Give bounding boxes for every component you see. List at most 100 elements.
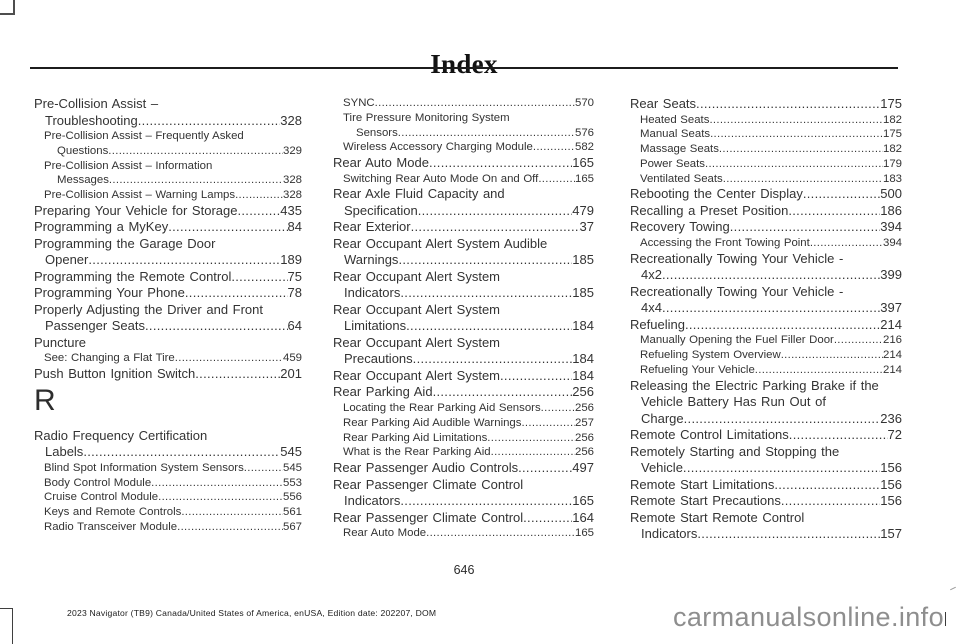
entry-page-ref: 165 [572, 155, 594, 171]
dot-leader [83, 444, 280, 461]
dot-leader [151, 476, 283, 491]
entry-page-ref: 394 [882, 236, 902, 249]
dot-leader [433, 384, 573, 401]
entry-page-ref: 328 [280, 112, 302, 128]
dot-leader [177, 520, 283, 535]
stray-tick-mark [945, 612, 946, 626]
entry-page-ref: 184 [572, 318, 594, 334]
entry-title-line: Rear Passenger Climate Control [333, 476, 524, 492]
entry-title: Programming a MyKey [34, 219, 169, 235]
page-title: Index [430, 49, 498, 80]
index-entry: Recreationally Towing Your Vehicle -4x4 3… [630, 284, 902, 317]
index-entry: Pre-Collision Assist – Warning Lamps 328 [34, 188, 302, 203]
entry-title-line: Pre-Collision Assist – Information [44, 159, 213, 172]
dot-leader [158, 490, 283, 505]
dot-leader [400, 285, 572, 302]
index-entry: What is the Rear Parking Aid 256 [333, 445, 594, 460]
dot-leader [400, 493, 572, 510]
entry-title: Refueling Your Vehicle [640, 363, 755, 376]
entry-title-line: Rear Occupant Alert System [333, 301, 501, 317]
entry-title: SYNC [343, 97, 375, 109]
dot-leader [541, 401, 575, 416]
section-letter: R [34, 385, 302, 416]
index-entry: Push Button Ignition Switch 201 [34, 366, 302, 383]
dot-leader [398, 126, 575, 141]
index-entry: Programming the Remote Control 75 [34, 269, 302, 286]
index-entry: Rear Auto Mode 165 [333, 155, 594, 172]
entry-page-ref: 257 [574, 416, 594, 429]
entry-page-ref: 394 [880, 219, 902, 235]
index-entry: Rear Passenger Audio Controls 497 [333, 460, 594, 477]
entry-title: Manual Seats [640, 128, 711, 141]
entry-page-ref: 582 [574, 141, 594, 154]
dot-leader [788, 203, 880, 220]
entry-title: 4x4 [641, 300, 662, 316]
entry-title: Pre-Collision Assist – Warning Lamps [44, 189, 236, 202]
entry-title: Massage Seats [640, 143, 719, 156]
dot-leader [109, 173, 283, 188]
entry-title: Keys and Remote Controls [44, 506, 182, 519]
index-entry: Keys and Remote Controls 561 [34, 505, 302, 520]
dot-leader [411, 219, 580, 236]
entry-page-ref: 545 [280, 444, 302, 460]
entry-title: Push Button Ignition Switch [34, 366, 196, 382]
dot-leader [413, 351, 573, 368]
index-entry: Rear Parking Aid Limitations 256 [333, 431, 594, 446]
dot-leader [138, 113, 281, 130]
dot-leader [789, 427, 888, 444]
dot-leader [723, 172, 883, 187]
entry-title-line: Rear Axle Fluid Capacity and [333, 186, 505, 202]
entry-title-line: Puncture [34, 334, 87, 350]
entry-page-ref: 37 [579, 219, 594, 235]
entry-title: Rear Passenger Climate Control [333, 509, 524, 525]
dot-leader [755, 363, 883, 378]
entry-title: Indicators [344, 285, 401, 301]
entry-title: Ventilated Seats [640, 172, 723, 185]
dot-leader [108, 144, 283, 159]
entry-title-line: Tire Pressure Monitoring System [343, 111, 510, 124]
dot-leader [235, 188, 283, 203]
dot-leader [487, 431, 575, 446]
index-entry: Switching Rear Auto Mode On and Off 165 [333, 172, 594, 187]
entry-title: Recovery Towing [630, 219, 730, 235]
index-entry: Manual Seats 175 [630, 127, 902, 142]
entry-page-ref: 182 [882, 143, 902, 156]
entry-page-ref: 182 [882, 113, 902, 126]
entry-title: Questions [57, 144, 109, 157]
dot-leader [181, 505, 283, 520]
index-entry: Programming Your Phone 78 [34, 285, 302, 302]
entry-title: Heated Seats [640, 113, 710, 126]
entry-title: Rear Occupant Alert System [333, 367, 501, 383]
dot-leader [426, 526, 575, 541]
index-entry: See: Changing a Flat Tire 459 [34, 351, 302, 366]
dot-leader [237, 203, 280, 220]
entry-title: Messages [57, 174, 109, 187]
index-entry: Recalling a Preset Position 186 [630, 203, 902, 220]
dot-leader [684, 411, 881, 428]
entry-page-ref: 256 [574, 401, 594, 414]
dot-leader [538, 172, 575, 187]
index-entry: Rear Passenger Climate Control Indicators… [333, 477, 594, 510]
index-entry: Refueling 214 [630, 317, 902, 334]
entry-title: Warnings [344, 252, 399, 268]
page-number: 646 [453, 563, 475, 577]
dot-leader [231, 269, 287, 286]
dot-leader [518, 460, 572, 477]
entry-title-line: Programming the Garage Door [34, 235, 216, 251]
index-entry: Recreationally Towing Your Vehicle -4x2 3… [630, 251, 902, 284]
entry-page-ref: 553 [282, 476, 302, 489]
dot-leader [523, 510, 572, 527]
entry-page-ref: 399 [880, 267, 902, 283]
entry-title-line: Remotely Starting and Stopping the [630, 443, 840, 459]
entry-title-line: Pre-Collision Assist – [34, 96, 159, 111]
index-entry: Heated Seats 182 [630, 113, 902, 128]
page-corner-crop-mark [0, 0, 15, 15]
entry-page-ref: 570 [574, 97, 594, 109]
entry-page-ref: 189 [280, 252, 302, 268]
entry-page-ref: 84 [287, 219, 302, 235]
dot-leader [834, 333, 883, 348]
entry-title: Radio Transceiver Module [44, 520, 178, 533]
index-entry: Programming a MyKey 84 [34, 219, 302, 236]
dot-leader [662, 300, 880, 317]
